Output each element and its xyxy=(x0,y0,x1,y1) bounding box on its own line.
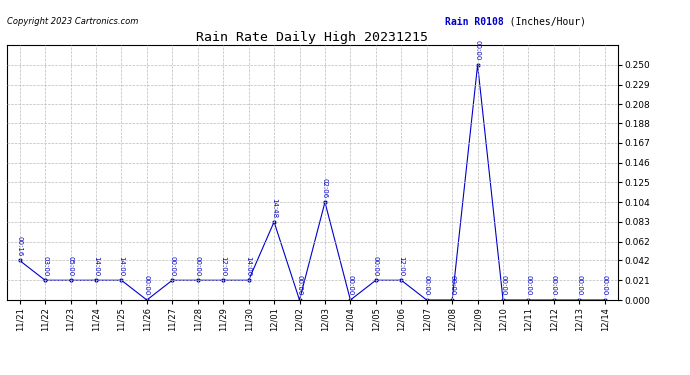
Text: 14:00: 14:00 xyxy=(246,256,252,276)
Text: 02:06: 02:06 xyxy=(322,178,328,198)
Text: 00:00: 00:00 xyxy=(551,276,557,296)
Text: 00:16: 00:16 xyxy=(17,236,23,256)
Text: 00:00: 00:00 xyxy=(195,256,201,276)
Text: 14:48: 14:48 xyxy=(271,198,277,218)
Text: 00:00: 00:00 xyxy=(449,276,455,296)
Text: 00:00: 00:00 xyxy=(169,256,175,276)
Text: Copyright 2023 Cartronics.com: Copyright 2023 Cartronics.com xyxy=(7,17,138,26)
Text: 12:00: 12:00 xyxy=(398,256,404,276)
Text: 03:00: 03:00 xyxy=(42,256,48,276)
Text: 12:00: 12:00 xyxy=(220,256,226,276)
Text: 00:00: 00:00 xyxy=(373,256,379,276)
Text: 00:00: 00:00 xyxy=(347,276,353,296)
Text: 00:00: 00:00 xyxy=(144,276,150,296)
Title: Rain Rate Daily High 20231215: Rain Rate Daily High 20231215 xyxy=(196,31,428,44)
Text: 00:00: 00:00 xyxy=(475,40,481,61)
Text: 00:00: 00:00 xyxy=(297,276,302,296)
Text: 00:00: 00:00 xyxy=(576,276,582,296)
Text: 00:00: 00:00 xyxy=(602,276,608,296)
Text: 14:00: 14:00 xyxy=(93,256,99,276)
Text: 14:00: 14:00 xyxy=(119,256,124,276)
Text: Rain R0108: Rain R0108 xyxy=(445,17,504,27)
Text: 00:00: 00:00 xyxy=(424,276,430,296)
Text: 00:00: 00:00 xyxy=(526,276,531,296)
Text: (Inches/Hour): (Inches/Hour) xyxy=(445,17,586,27)
Text: 05:00: 05:00 xyxy=(68,256,74,276)
Text: 00:00: 00:00 xyxy=(500,276,506,296)
